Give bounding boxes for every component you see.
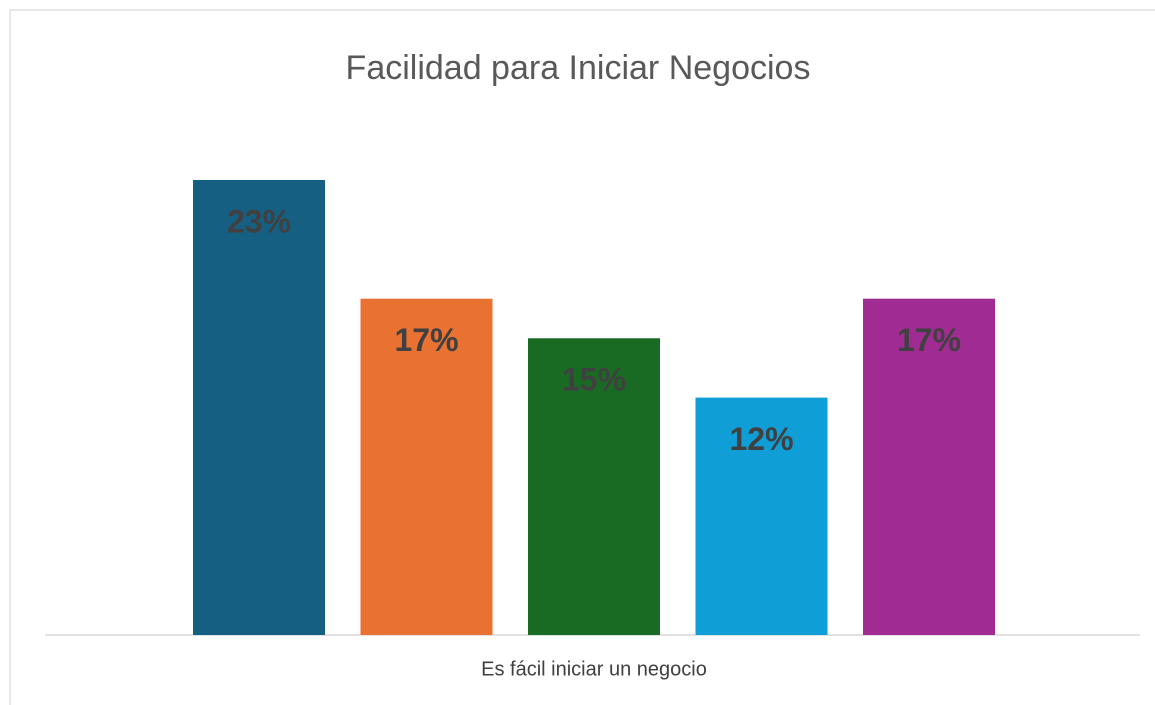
data-label: 23% xyxy=(227,203,291,239)
bar xyxy=(193,180,325,635)
data-label: 12% xyxy=(729,421,793,457)
chart-title: Facilidad para Iniciar Negocios xyxy=(346,49,811,87)
bar xyxy=(360,298,493,635)
data-label: 17% xyxy=(394,322,458,358)
data-label: 15% xyxy=(562,362,626,398)
bar xyxy=(528,338,660,635)
bar xyxy=(863,298,995,635)
x-tick-label: Es fácil iniciar un negocio xyxy=(481,658,707,680)
data-label: 17% xyxy=(897,322,961,358)
bar xyxy=(695,397,828,635)
